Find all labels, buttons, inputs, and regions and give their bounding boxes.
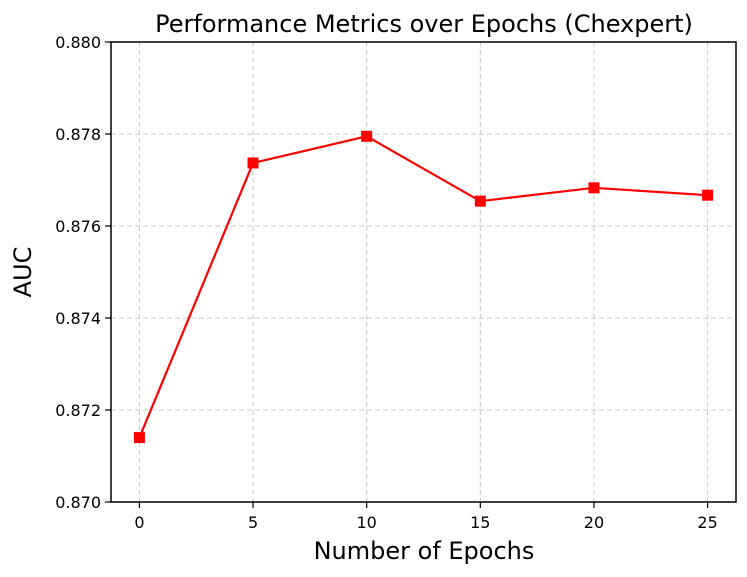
data-point <box>702 189 714 201</box>
y-tick-label: 0.870 <box>55 493 101 512</box>
x-tick-label: 0 <box>134 513 144 532</box>
x-axis: 0 5 10 15 20 25 <box>134 502 718 532</box>
data-point <box>474 195 486 207</box>
x-tick-label: 5 <box>248 513 258 532</box>
series-group <box>133 130 714 444</box>
x-tick-label: 20 <box>584 513 604 532</box>
data-point <box>361 130 373 142</box>
y-tick-label: 0.880 <box>55 33 101 52</box>
y-axis-label: AUC <box>9 247 37 298</box>
y-tick-label: 0.872 <box>55 401 101 420</box>
grid <box>111 41 736 503</box>
data-point <box>247 157 259 169</box>
x-axis-label: Number of Epochs <box>314 537 535 565</box>
series-line <box>138 135 708 439</box>
y-tick-label: 0.878 <box>55 125 101 144</box>
y-tick-label: 0.874 <box>55 309 101 328</box>
x-tick-label: 10 <box>357 513 377 532</box>
chart-title: Performance Metrics over Epochs (Chexper… <box>155 10 693 38</box>
x-tick-label: 15 <box>470 513 490 532</box>
data-point <box>133 432 145 444</box>
plot-frame <box>110 41 737 503</box>
x-tick-label: 25 <box>697 513 717 532</box>
data-point <box>588 182 600 194</box>
y-tick-label: 0.876 <box>55 217 101 236</box>
y-axis: 0.870 0.872 0.874 0.876 0.878 0.880 <box>55 33 111 512</box>
